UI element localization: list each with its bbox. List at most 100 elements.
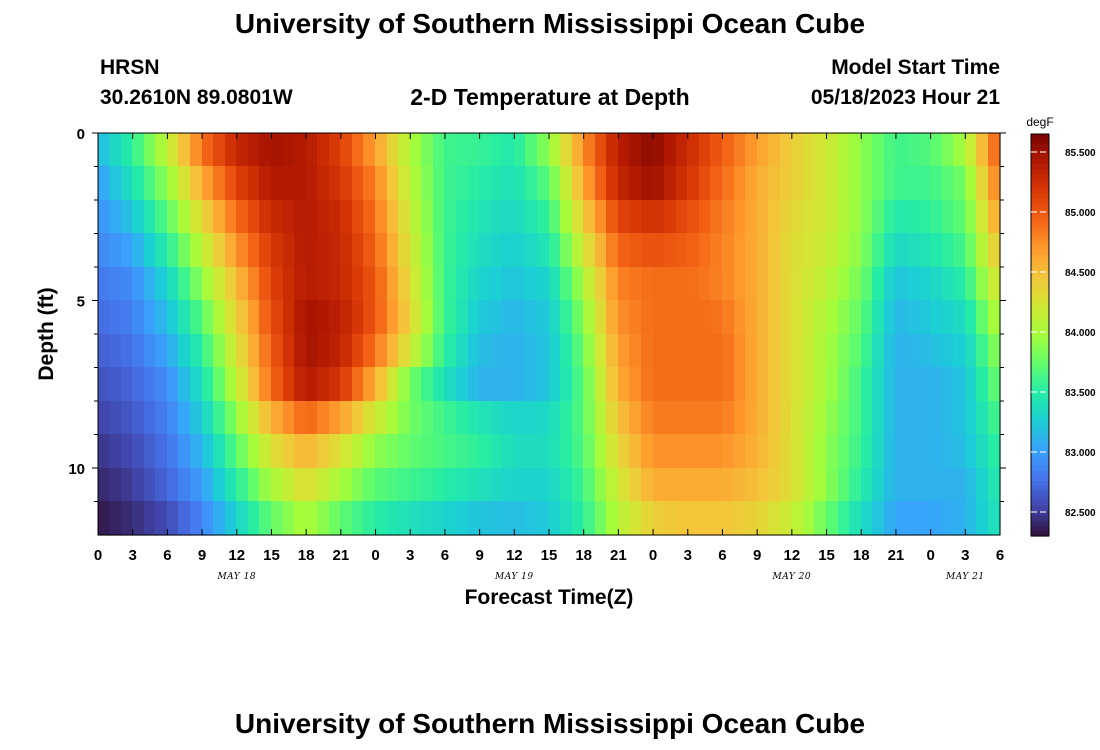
heatmap-cell [421,267,435,302]
heatmap-cell [664,166,678,201]
heatmap-cell [190,468,204,503]
heatmap-cell [965,501,978,536]
heatmap-cell [144,133,157,168]
heatmap-cell [734,367,747,402]
heatmap-cell [976,133,990,168]
heatmap-cell [942,133,955,168]
heatmap-cell [202,334,215,369]
heatmap-cell [780,166,793,201]
heatmap-cell [572,233,585,268]
heatmap-cell [491,334,504,369]
heatmap-cell [283,300,296,335]
heatmap-cell [387,367,400,402]
heatmap-cell [525,200,539,235]
heatmap-cell [98,434,111,469]
x-tick-label: 6 [441,547,449,564]
heatmap-cell [329,200,342,235]
colorbar-tick-label: 85.000 [1065,208,1096,219]
heatmap-cell [549,334,562,369]
heatmap-cell [167,434,180,469]
heatmap-cell [687,334,701,369]
heatmap-cell [687,300,701,335]
heatmap-cell [514,300,527,335]
heatmap-cell [826,233,840,268]
heatmap-cell [213,434,227,469]
heatmap-cell [132,468,146,503]
colorbar-segment [1031,410,1049,416]
heatmap-cell [433,233,446,268]
heatmap-cell [884,200,897,235]
heatmap-cell [549,300,562,335]
colorbar-segment [1031,219,1049,226]
heatmap-cell [468,401,481,436]
heatmap-cell [734,300,747,335]
heatmap-cell [202,166,215,201]
heatmap-cell [317,334,331,369]
heatmap-cell [121,300,134,335]
heatmap-cell [595,300,608,335]
heatmap-cell [363,334,377,369]
heatmap-cell [803,267,816,302]
heatmap-cell [942,334,955,369]
heatmap-cell [375,300,389,335]
heatmap-cell [895,300,909,335]
heatmap-cell [167,367,180,402]
heatmap-cell [861,200,874,235]
heatmap-cell [988,501,1001,536]
heatmap-cell [178,401,192,436]
colorbar-tick-label: 85.500 [1065,148,1096,159]
heatmap-cell [202,133,215,168]
colorbar-segment [1031,194,1049,200]
y-axis: 0 5 10 [68,126,1006,502]
heatmap-cell [884,401,897,436]
heatmap-cell [676,300,689,335]
heatmap-cell [444,501,458,536]
heatmap-cell [803,300,816,335]
heatmap-cell [271,267,285,302]
heatmap-cell [190,334,204,369]
heatmap-cell [514,434,527,469]
heatmap-cell [560,468,574,503]
heatmap-cell [155,401,169,436]
heatmap-cell [803,334,816,369]
heatmap-cell [803,501,816,536]
heatmap-cell [861,501,874,536]
heatmap-cell [930,434,944,469]
heatmap-cell [444,300,458,335]
heatmap-cell [699,166,712,201]
heatmap-cell [248,166,261,201]
heatmap-cell [734,267,747,302]
heatmap-cell [664,434,678,469]
x-tick-label: 0 [371,547,379,564]
colorbar-segment [1031,335,1049,341]
heatmap-cell [780,133,793,168]
heatmap-cell [178,166,192,201]
heatmap-cell [144,434,157,469]
heatmap-cell [722,501,736,536]
heatmap-cell [259,267,273,302]
heatmap-cell [849,468,863,503]
heatmap-cell [976,166,990,201]
heatmap-cell [121,133,134,168]
heatmap-cell [213,501,227,536]
heatmap-cell [976,367,990,402]
heatmap-cell [294,501,308,536]
heatmap-cell [838,401,851,436]
heatmap-cell [953,501,967,536]
heatmap-cell [722,468,736,503]
heatmap-cell [155,434,169,469]
heatmap-cell [340,133,354,168]
heatmap-cell [283,166,296,201]
heatmap-cell [549,166,562,201]
heatmap-cell [653,200,666,235]
heatmap-cell [988,300,1001,335]
heatmap-cell [144,501,157,536]
heatmap-cell [294,300,308,335]
heatmap-cell [190,267,204,302]
heatmap-cell [375,166,389,201]
heatmap-cell [907,267,921,302]
heatmap-cell [653,434,666,469]
heatmap-cell [248,367,261,402]
heatmap-cell [757,468,770,503]
heatmap-cell [861,166,874,201]
